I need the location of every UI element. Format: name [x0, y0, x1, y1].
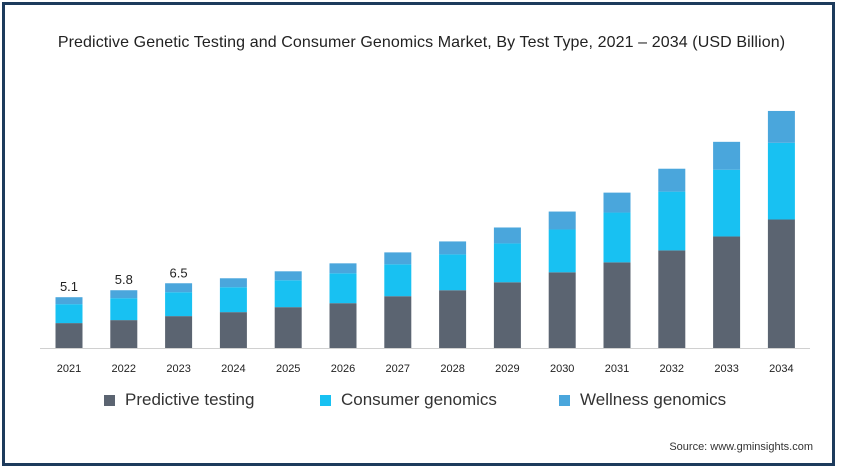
legend-swatch: [559, 394, 570, 406]
bar-segment: [493, 243, 521, 283]
bar-segment: [548, 229, 576, 273]
bar-segment: [329, 303, 357, 348]
legend-label: Wellness genomics: [580, 390, 727, 409]
bar-segment: [219, 287, 247, 313]
bar-segment: [274, 271, 302, 281]
bar-segment: [658, 250, 686, 348]
bar-segment: [165, 316, 193, 348]
bar-segment: [110, 290, 138, 299]
bar-segment: [603, 212, 631, 263]
x-tick-label: 2027: [386, 363, 410, 375]
bar-segment: [384, 296, 412, 348]
x-tick-label: 2021: [57, 363, 81, 375]
bar-segment: [658, 191, 686, 251]
bar-segment: [548, 272, 576, 348]
bar-segment: [713, 141, 741, 170]
bar-segment: [384, 252, 412, 265]
legend-item-wellness: Wellness genomics: [559, 390, 726, 410]
x-tick-label: 2025: [276, 363, 300, 375]
legend-item-consumer: Consumer genomics: [320, 390, 497, 410]
x-tick-label: 2024: [221, 363, 245, 375]
x-tick-label: 2033: [714, 363, 738, 375]
legend-label: Consumer genomics: [341, 390, 497, 409]
bar-segment: [548, 211, 576, 230]
bar-segment: [110, 320, 138, 348]
x-tick-label: 2026: [331, 363, 355, 375]
bar-segment: [329, 263, 357, 274]
data-label: 6.5: [170, 265, 188, 280]
legend-swatch: [320, 394, 331, 406]
x-tick-label: 2032: [660, 363, 684, 375]
bar-segment: [165, 292, 193, 317]
legend-label: Predictive testing: [125, 390, 255, 409]
data-label: 5.1: [60, 279, 78, 294]
data-label: 5.8: [115, 272, 133, 287]
source-note: Source: www.gminsights.com: [669, 441, 813, 453]
bar-segment: [219, 278, 247, 288]
bar-segment: [603, 192, 631, 213]
bar-segment: [55, 297, 83, 305]
x-tick-label: 2023: [166, 363, 190, 375]
bar-segment: [439, 290, 467, 348]
bar-segment: [713, 169, 741, 237]
x-tick-label: 2028: [440, 363, 464, 375]
bar-segment: [713, 236, 741, 348]
bar-segment: [493, 227, 521, 244]
bar-segment: [767, 219, 795, 348]
bar-segment: [603, 262, 631, 348]
chart-frame: [2, 2, 835, 466]
x-tick-label: 2034: [769, 363, 793, 375]
bar-segment: [767, 110, 795, 143]
bar-segment: [658, 168, 686, 192]
legend: Predictive testing Consumer genomics Wel…: [0, 390, 843, 412]
x-tick-label: 2022: [112, 363, 136, 375]
bar-segment: [55, 304, 83, 324]
bar-segment: [110, 298, 138, 321]
chart-title: Predictive Genetic Testing and Consumer …: [57, 34, 786, 51]
bar-segment: [165, 283, 193, 293]
bar-segment: [219, 312, 247, 348]
x-tick-label: 2031: [605, 363, 629, 375]
x-tick-label: 2030: [550, 363, 574, 375]
legend-item-predictive: Predictive testing: [104, 390, 254, 410]
bar-segment: [384, 264, 412, 297]
bar-segment: [439, 241, 467, 255]
bar-segment: [274, 280, 302, 308]
x-tick-label: 2029: [495, 363, 519, 375]
bar-segment: [767, 142, 795, 220]
bar-segment: [439, 254, 467, 291]
bar-segment: [274, 307, 302, 348]
bar-segment: [55, 323, 83, 348]
bar-segment: [493, 282, 521, 348]
bar-segment: [329, 273, 357, 304]
legend-swatch: [104, 394, 115, 406]
